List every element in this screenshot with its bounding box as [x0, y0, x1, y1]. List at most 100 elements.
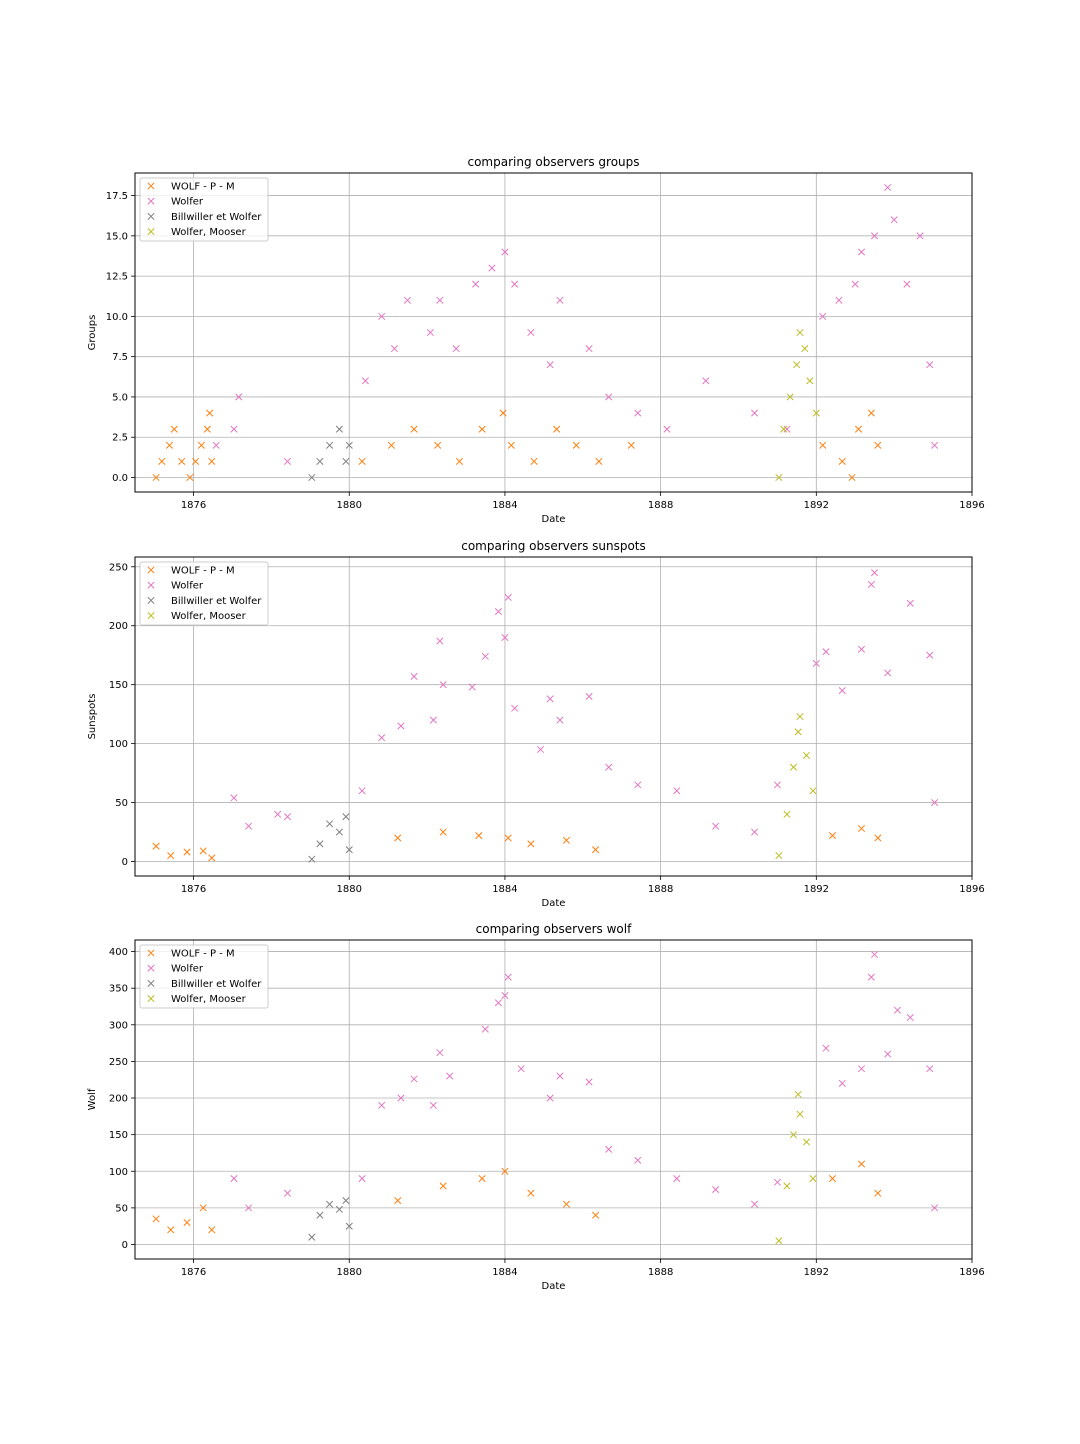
x-tick-label: 1876: [181, 500, 206, 511]
data-point: [806, 377, 814, 385]
legend-marker: [147, 212, 155, 220]
data-point: [452, 345, 460, 353]
data-point: [501, 991, 509, 1000]
y-axis-label: Wolf: [87, 1088, 98, 1110]
data-point: [819, 312, 827, 320]
data-point: [673, 787, 681, 795]
legend-marker: [147, 612, 155, 620]
data-point: [835, 296, 843, 304]
data-point: [793, 361, 801, 369]
data-point: [605, 763, 613, 771]
data-point: [208, 854, 216, 862]
data-point: [499, 409, 507, 417]
data-point: [436, 637, 444, 645]
data-point: [848, 473, 856, 482]
y-tick-label: 15.0: [106, 231, 128, 242]
data-point: [481, 652, 489, 660]
legend-label: Billwiller et Wolfer: [171, 212, 262, 223]
data-point: [809, 1175, 817, 1183]
y-tick-label: 5.0: [112, 392, 128, 403]
x-tick-label: 1888: [648, 884, 673, 895]
legend-marker: [147, 581, 155, 589]
data-point: [931, 799, 939, 807]
data-point: [326, 1200, 334, 1208]
data-point: [186, 473, 194, 482]
data-point: [326, 441, 334, 449]
data-point: [867, 580, 875, 589]
data-point: [478, 1175, 486, 1183]
data-point: [775, 852, 783, 860]
legend-label: WOLF - P - M: [171, 182, 235, 193]
data-point: [472, 280, 480, 288]
data-point: [775, 1237, 783, 1245]
data-point: [358, 457, 366, 465]
series-0: [152, 409, 882, 482]
data-point: [439, 1182, 447, 1190]
series-0: [152, 1160, 882, 1234]
data-point: [206, 409, 214, 417]
data-point: [429, 1101, 437, 1109]
data-point: [931, 441, 939, 449]
data-point: [605, 393, 613, 401]
data-point: [796, 712, 804, 721]
data-point: [634, 1156, 642, 1164]
data-point: [183, 848, 191, 856]
series-2: [308, 425, 353, 482]
legend-label: Wolfer, Mooser: [171, 227, 247, 238]
data-point: [773, 781, 781, 789]
x-axis-label: Date: [542, 898, 566, 909]
data-point: [494, 608, 502, 616]
x-tick-label: 1884: [492, 884, 517, 895]
data-point: [530, 457, 538, 465]
y-tick-label: 10.0: [106, 312, 128, 323]
data-point: [501, 1167, 509, 1175]
data-point: [203, 425, 211, 433]
legend-marker: [147, 197, 155, 205]
data-point: [857, 1065, 866, 1073]
data-point: [410, 672, 418, 680]
data-point: [906, 1013, 914, 1022]
data-point: [152, 1215, 160, 1223]
data-point: [857, 1160, 866, 1168]
data-point: [230, 794, 238, 802]
data-point: [783, 1182, 791, 1190]
data-point: [595, 457, 603, 465]
data-point: [517, 1065, 525, 1073]
data-point: [308, 473, 316, 482]
data-point: [410, 425, 418, 433]
y-tick-label: 0.0: [112, 473, 128, 484]
data-point: [926, 361, 934, 369]
data-point: [783, 425, 791, 433]
data-point: [274, 810, 282, 818]
data-point: [592, 846, 600, 854]
data-point: [870, 569, 879, 577]
data-point: [511, 704, 519, 712]
data-point: [468, 683, 476, 691]
x-axis-label: Date: [542, 1281, 566, 1292]
data-point: [809, 787, 817, 795]
data-point: [345, 1222, 353, 1230]
legend-box: [139, 177, 269, 242]
data-point: [478, 425, 486, 433]
x-tick-label: 1884: [492, 1267, 517, 1278]
data-point: [501, 248, 509, 256]
data-point: [167, 852, 175, 860]
legend-marker: [147, 182, 155, 190]
y-tick-label: 350: [109, 984, 128, 995]
data-point: [326, 820, 334, 828]
data-point: [481, 1025, 489, 1033]
data-point: [488, 264, 496, 272]
data-point: [867, 973, 875, 981]
data-point: [884, 669, 892, 677]
data-point: [789, 1131, 798, 1139]
data-point: [884, 1050, 892, 1058]
data-point: [410, 1075, 418, 1083]
data-point: [345, 846, 353, 854]
data-point: [170, 425, 178, 433]
y-tick-label: 200: [109, 621, 128, 632]
data-point: [394, 834, 402, 842]
y-tick-label: 17.5: [106, 191, 128, 202]
x-tick-label: 1876: [181, 1267, 206, 1278]
data-point: [527, 1189, 535, 1197]
